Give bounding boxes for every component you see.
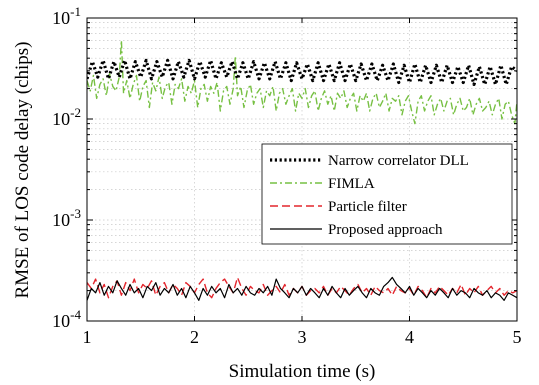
series-line-dotted — [87, 58, 517, 87]
legend-box — [261, 143, 513, 245]
y-tick-label: 10-3 — [52, 206, 81, 230]
y-tick-labels: 10-4 10-3 10-2 10-1 — [52, 4, 81, 331]
y-axis-label: RMSE of LOS code delay (chips) — [12, 42, 33, 299]
plot-series-group — [87, 39, 517, 301]
legend-label: FIMLA — [328, 176, 375, 192]
legend: Narrow correlator DLL FIMLA Particle filte… — [261, 143, 513, 245]
axis-ticks — [86, 18, 518, 322]
x-tick-label: 1 — [83, 327, 92, 347]
legend-label: Particle filter — [328, 199, 407, 215]
x-tick-label: 4 — [405, 327, 414, 347]
x-tick-label: 2 — [190, 327, 199, 347]
series-line-solid — [87, 276, 517, 301]
y-tick-label: 10-2 — [52, 105, 81, 129]
y-tick-label: 10-4 — [52, 307, 81, 331]
x-tick-labels: 1 2 3 4 5 — [83, 327, 522, 347]
legend-label: Narrow correlator DLL — [328, 153, 469, 169]
x-tick-label: 5 — [513, 327, 522, 347]
series-line-dashdot — [87, 39, 517, 125]
legend-label: Proposed approach — [328, 222, 443, 238]
y-tick-label: 10-1 — [52, 4, 81, 28]
x-tick-label: 3 — [298, 327, 307, 347]
x-axis-label: Simulation time (s) — [229, 361, 376, 382]
